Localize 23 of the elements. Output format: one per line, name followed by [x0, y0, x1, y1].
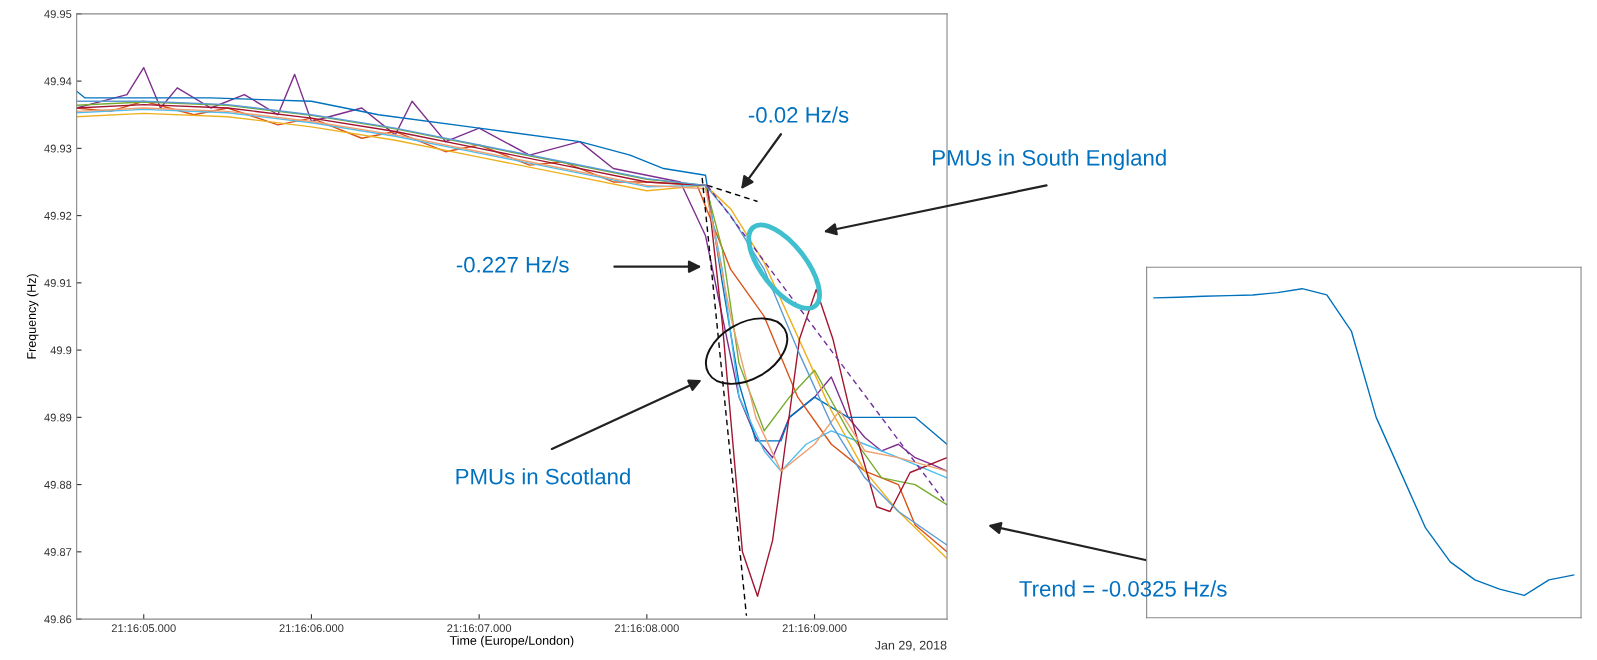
x-tick-label: 21:16:06.000	[279, 624, 344, 633]
y-tick-label: 49.91	[44, 279, 72, 287]
annotation: PMUs in Scotland	[456, 468, 630, 485]
text: Jan 29, 2018	[874, 640, 947, 652]
x-tick-label: 21:16:09.000	[782, 624, 847, 633]
y-tick-label: 49.92	[44, 211, 72, 220]
x-tick-label: 21:16:05.000	[111, 624, 176, 633]
y-tick-label: 49.88	[44, 480, 72, 489]
annotation: -0.227 Hz/s	[456, 256, 569, 273]
y-tick-label: 49.94	[44, 77, 72, 86]
x-axis-title: Time (Europe/London)	[449, 635, 574, 648]
annotation: Trend = -0.0325 Hz/s	[1019, 580, 1227, 597]
x-tick-label: 21:16:08.000	[614, 624, 679, 633]
y-tick-label: 49.93	[44, 144, 72, 153]
y-tick-label: 49.95	[44, 10, 72, 18]
y-tick-label: 49.89	[44, 413, 72, 422]
annotation: -0.02 Hz/s	[748, 106, 849, 123]
y-tick-label: 49.87	[44, 548, 72, 556]
annotation: PMUs in South England	[933, 149, 1166, 171]
y-tick-label: 49.9	[50, 346, 72, 355]
y-axis-title: Frequency (Hz)	[26, 274, 39, 359]
y-tick-label: 49.86	[44, 615, 72, 624]
x-tick-label: 21:16:07.000	[447, 624, 512, 633]
